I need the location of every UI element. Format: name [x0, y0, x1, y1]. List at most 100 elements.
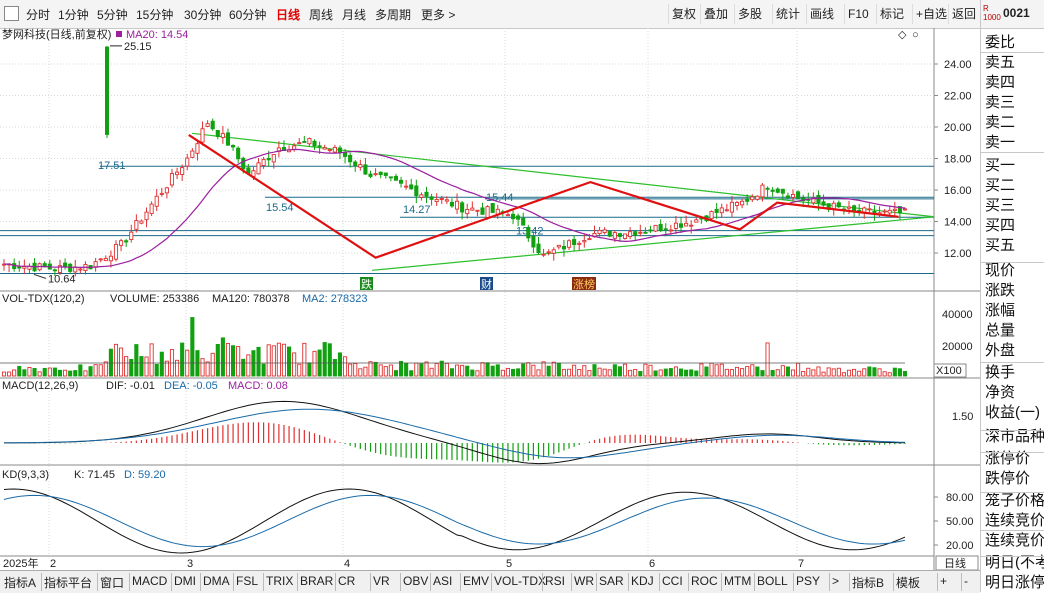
bottom-tab-8[interactable]: BRAR [300, 574, 334, 588]
volume-bar [806, 367, 811, 377]
bottom-tab-12[interactable]: ASI [433, 574, 453, 588]
volume-bar [796, 362, 801, 377]
candle-body [892, 208, 897, 211]
toolbar-button-4[interactable]: 画线 [806, 4, 837, 24]
timeframe-tab-6[interactable]: 日线 [276, 8, 301, 22]
timeframe-tab-8[interactable]: 月线 [342, 8, 367, 22]
bottom-tab-24[interactable]: > [832, 574, 840, 588]
menu-icon[interactable] [4, 6, 19, 21]
timeframe-tab-0[interactable]: 分时 [26, 8, 51, 22]
volume-bar [124, 356, 129, 377]
bottom-tab-21[interactable]: MTM [724, 574, 752, 588]
bottom-tab-16[interactable]: WR [574, 574, 594, 588]
bottom-tab-11[interactable]: OBV [403, 574, 429, 588]
bottom-tab-5[interactable]: DMA [203, 574, 230, 588]
bottom-tab-9[interactable]: CR [338, 574, 356, 588]
volume-bar [307, 362, 312, 377]
volume-bar [292, 352, 297, 377]
event-marker-bg [572, 277, 596, 290]
sidebar-row-21: 跌停价 [985, 470, 1031, 487]
volume-bar [872, 367, 877, 377]
volume-bar [434, 362, 439, 377]
toolbar-button-2[interactable]: 多股 [734, 4, 765, 24]
price-tick-label: 20.00 [944, 122, 972, 134]
candle-body [332, 146, 337, 153]
bottom-tab-18[interactable]: KDJ [631, 574, 654, 588]
volume-bar [200, 358, 205, 377]
timeframe-tab-1[interactable]: 1分钟 [58, 8, 89, 22]
volume-bar [648, 364, 653, 377]
candle-body [836, 202, 841, 208]
timeframe-tab-3[interactable]: 15分钟 [136, 8, 174, 22]
volume-bar [42, 367, 47, 377]
toolbar-button-5[interactable]: F10 [844, 4, 872, 24]
timeframe-tab-9[interactable]: 多周期 [375, 8, 412, 22]
bottom-tab-13[interactable]: EMV [463, 574, 490, 588]
candle-body [195, 143, 200, 154]
volume-bar [678, 368, 684, 377]
volume-bar [266, 344, 271, 377]
timeframe-tab-5[interactable]: 60分钟 [229, 8, 267, 22]
candle-body [485, 206, 490, 218]
bottom-tab-15[interactable]: RSI [545, 574, 566, 588]
candle-body [144, 211, 149, 221]
candle-body [17, 266, 22, 269]
candle-body [465, 208, 470, 215]
event-marker-2: 涨榜 [573, 277, 595, 291]
candle-body [139, 220, 144, 224]
bottom-tab-20[interactable]: ROC [691, 574, 718, 588]
bottom-tab-7[interactable]: TRIX [266, 574, 294, 588]
volume-bar [7, 371, 12, 377]
candle-body [256, 162, 261, 175]
timeframe-tab-7[interactable]: 周线 [309, 8, 334, 22]
volume-bar [190, 317, 195, 377]
bottom-tab-27[interactable]: + [940, 574, 948, 588]
timeframe-tab-2[interactable]: 5分钟 [97, 8, 128, 22]
r-badge: R 1000 [983, 4, 1001, 22]
bottom-tab-4[interactable]: DMI [174, 574, 196, 588]
kline-chart[interactable]: 24.00 22.00 20.00 18.00 16.00 14.00 12.00 17.51… [0, 28, 980, 570]
bottom-tab-10[interactable]: VR [373, 574, 390, 588]
bottom-tab-17[interactable]: SAR [599, 574, 624, 588]
bottom-tab-26[interactable]: 模板 [896, 576, 921, 590]
bottom-tab-14[interactable]: VOL-TDX [494, 574, 547, 588]
timeframe-tab-10[interactable]: 更多 > [421, 8, 456, 22]
bottom-tab-6[interactable]: FSL [236, 574, 259, 588]
bottom-tab-25[interactable]: 指标B [852, 576, 885, 590]
candle-body [470, 207, 475, 211]
toolbar-button-3[interactable]: 统计 [772, 4, 803, 24]
candle-body [419, 194, 424, 198]
bottom-tab-2[interactable]: 窗口 [100, 576, 125, 590]
bottom-tab-23[interactable]: PSY [796, 574, 821, 588]
volume-bar [841, 372, 846, 377]
price-tick-label: 18.00 [944, 154, 972, 166]
macd-bars [3, 422, 906, 463]
tab-separator [937, 573, 938, 591]
timeframe-tab-4[interactable]: 30分钟 [184, 8, 222, 22]
volume-bar [765, 342, 770, 377]
bottom-tab-0[interactable]: 指标A [4, 576, 37, 590]
toolbar-button-7[interactable]: +自选 [912, 4, 950, 24]
candle-body [887, 209, 892, 214]
toolbar-button-6[interactable]: 标记 [876, 4, 907, 24]
volume-bar [215, 344, 220, 377]
tab-separator [335, 573, 336, 591]
bottom-tab-28[interactable]: - [964, 574, 968, 588]
candle-body [536, 243, 541, 254]
volume-bar [577, 368, 582, 377]
sidebar-row-15: 外盘 [985, 342, 1016, 359]
bottom-tab-22[interactable]: BOLL [757, 574, 788, 588]
macd-dea: DEA: -0.05 [164, 380, 218, 392]
bottom-tab-1[interactable]: 指标平台 [44, 576, 93, 590]
vol-tick-40000: 40000 [942, 309, 973, 321]
kd-k-line [3, 488, 906, 554]
volume-bar [531, 364, 536, 377]
ma20-line [3, 148, 906, 269]
toolbar-button-0[interactable]: 复权 [668, 4, 699, 24]
candle-body [719, 207, 724, 214]
volume-bar [419, 363, 424, 377]
bottom-tab-19[interactable]: CCI [662, 574, 683, 588]
toolbar-button-8[interactable]: 返回 [948, 4, 979, 24]
bottom-tab-3[interactable]: MACD [132, 574, 168, 588]
toolbar-button-1[interactable]: 叠加 [700, 4, 731, 24]
